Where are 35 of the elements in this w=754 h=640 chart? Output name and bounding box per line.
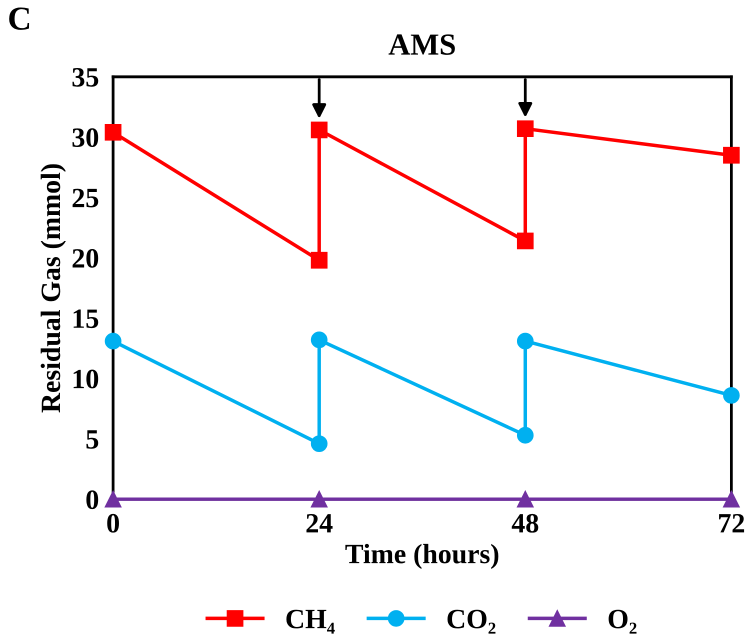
legend-label: CH₄: [286, 610, 335, 634]
y-tick-label: 15: [74, 309, 98, 328]
point: [516, 490, 534, 508]
x-tick-label: 48: [512, 514, 538, 533]
point: [104, 124, 122, 141]
point: [104, 332, 122, 350]
point: [723, 387, 740, 404]
point: [104, 490, 122, 508]
y-tick-label: 30: [72, 128, 98, 148]
y-tick-label: 5: [86, 430, 98, 449]
y-tick-label: 20: [72, 248, 98, 268]
point: [516, 120, 534, 138]
point: [310, 490, 328, 508]
x-axis-title: Time (hours): [345, 544, 498, 570]
point: [310, 252, 328, 269]
y-tick-label: 0: [86, 490, 98, 510]
point: [723, 490, 740, 508]
point: [310, 332, 328, 348]
y-tick-label: 35: [72, 68, 98, 87]
point: [310, 122, 328, 138]
x-tick-label: 24: [306, 514, 333, 532]
chart-title: AMS: [388, 34, 455, 55]
text: C: [9, 7, 30, 30]
y-tick-label: 10: [74, 370, 98, 388]
legend-label: O₂: [608, 610, 636, 634]
point: [516, 426, 534, 444]
point: [310, 435, 328, 452]
x-tick-label: 0: [107, 514, 119, 533]
y-tick-label: 25: [72, 188, 98, 208]
y-axis-title: Residual Gas (mmol): [40, 164, 66, 413]
point: [723, 146, 740, 164]
point: [516, 232, 534, 250]
x-tick-label: 72: [719, 514, 744, 532]
legend-label: CO₂: [448, 610, 496, 634]
point: [516, 332, 534, 350]
